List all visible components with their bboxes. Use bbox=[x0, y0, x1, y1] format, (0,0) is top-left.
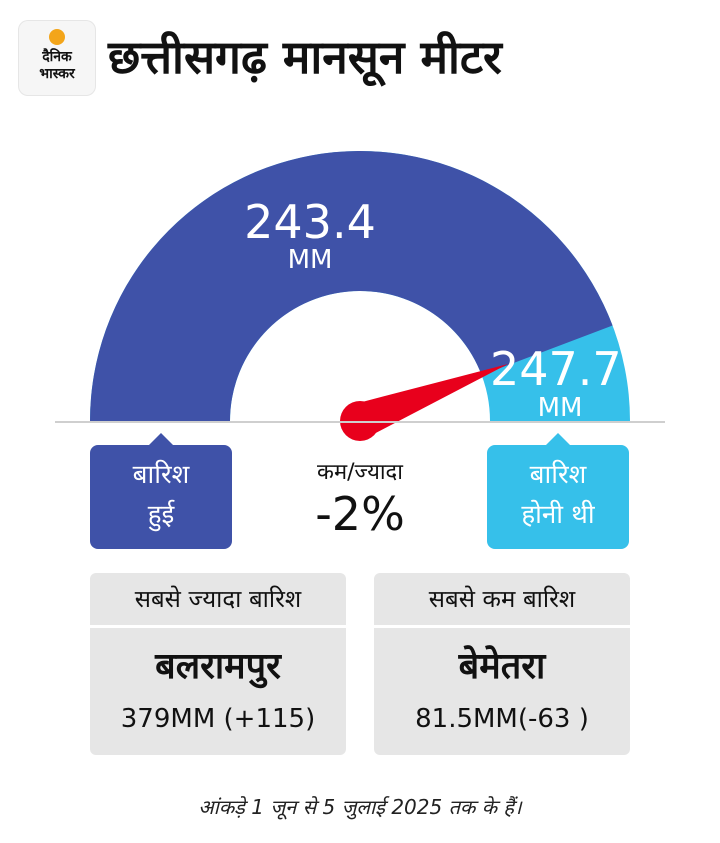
logo-line-1: दैनिक bbox=[42, 49, 72, 65]
highest-rainfall-card: सबसे ज्यादा बारिश बलरामपुर 379MM (+115) bbox=[90, 573, 346, 755]
data-footnote: आंकड़े 1 जून से 5 जुलाई 2025 तक के हैं। bbox=[198, 795, 522, 819]
sun-icon bbox=[49, 29, 65, 45]
highest-rainfall-heading: सबसे ज्यादा बारिश bbox=[90, 573, 346, 628]
page-title: छत्तीसगढ़ मानसून मीटर bbox=[108, 30, 502, 84]
gauge-needle bbox=[340, 364, 508, 441]
expected-rainfall-value: 247.7 bbox=[490, 342, 622, 396]
dainik-bhaskar-logo: दैनिक भास्कर bbox=[18, 20, 96, 96]
actual-rainfall-value: 243.4 bbox=[244, 195, 376, 249]
lowest-rainfall-district: बेमेतरा bbox=[458, 646, 546, 687]
rain-expected-label-line-1: बारिश bbox=[529, 460, 587, 490]
highest-rainfall-district: बलरामपुर bbox=[155, 646, 281, 687]
rain-received-label-line-2: हुई bbox=[147, 500, 175, 530]
gauge-actual-segment bbox=[90, 150, 613, 421]
expected-rainfall-unit: MM bbox=[537, 393, 583, 423]
rain-expected-label-line-2: होनी थी bbox=[521, 500, 595, 530]
rain-received-label-line-1: बारिश bbox=[132, 460, 190, 490]
lowest-rainfall-heading: सबसे कम बारिश bbox=[374, 573, 630, 628]
difference-label: कम/ज्यादा bbox=[317, 460, 403, 485]
lowest-rainfall-value: 81.5MM(-63 ) bbox=[415, 704, 589, 734]
lowest-rainfall-card: सबसे कम बारिश बेमेतरा 81.5MM(-63 ) bbox=[374, 573, 630, 755]
gauge-baseline bbox=[55, 421, 665, 423]
difference-value: -2% bbox=[315, 487, 405, 541]
rain-received-badge: बारिश हुई bbox=[90, 433, 232, 549]
highest-rainfall-value: 379MM (+115) bbox=[120, 704, 316, 734]
rain-expected-badge: बारिश होनी थी bbox=[487, 433, 629, 549]
logo-line-2: भास्कर bbox=[39, 66, 75, 82]
actual-rainfall-unit: MM bbox=[287, 245, 333, 275]
